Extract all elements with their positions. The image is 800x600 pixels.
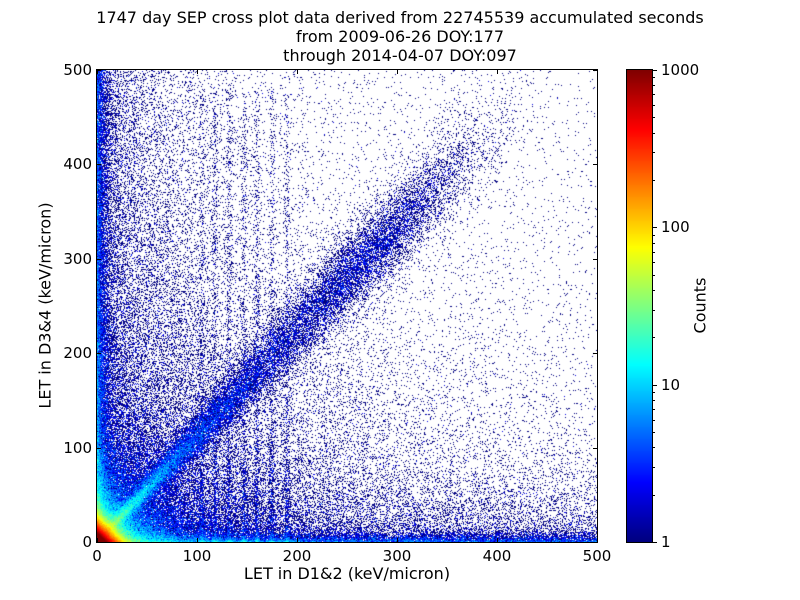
x-tick-mark	[597, 538, 598, 542]
y-tick-label: 0	[82, 533, 92, 551]
colorbar-minor-tick-mark	[653, 242, 655, 244]
y-tick-mark-right	[593, 258, 597, 260]
x-tick-label: 500	[582, 547, 612, 565]
scatter-density-canvas	[97, 70, 597, 542]
colorbar-tick-label: 10	[661, 375, 681, 394]
chart-title: 1747 day SEP cross plot data derived fro…	[96, 8, 704, 27]
x-tick-mark	[397, 538, 398, 542]
colorbar-minor-tick-mark	[653, 399, 655, 401]
colorbar-minor-tick-mark	[653, 309, 655, 311]
x-tick-mark-top	[397, 70, 398, 74]
x-tick-label: 200	[282, 547, 312, 565]
colorbar-tick-mark	[653, 70, 657, 71]
colorbar-minor-tick-mark	[653, 274, 655, 276]
colorbar-minor-tick-mark	[653, 337, 655, 339]
colorbar-minor-tick-mark	[653, 409, 655, 411]
colorbar-minor-tick-mark	[653, 419, 655, 421]
colorbar-minor-tick-mark	[653, 94, 655, 96]
colorbar-minor-tick-mark	[653, 234, 655, 236]
colorbar-frame	[626, 69, 653, 543]
plot-area-frame	[96, 69, 598, 543]
x-tick-label: 300	[382, 547, 412, 565]
colorbar-minor-tick-mark	[653, 391, 655, 393]
colorbar-minor-tick-mark	[653, 447, 655, 449]
colorbar-tick-label: 100	[661, 218, 690, 237]
colorbar-tick-mark	[653, 227, 657, 229]
colorbar-minor-tick-mark	[653, 132, 655, 134]
x-tick-mark	[97, 538, 98, 542]
colorbar-minor-tick-mark	[653, 85, 655, 87]
colorbar-minor-tick-mark	[653, 432, 655, 434]
colorbar-minor-tick-mark	[653, 152, 655, 154]
y-tick-mark	[97, 353, 101, 355]
x-axis-label: LET in D1&2 (keV/micron)	[243, 564, 451, 583]
colorbar-minor-tick-mark	[653, 251, 655, 253]
chart-title-block: 1747 day SEP cross plot data derived fro…	[0, 8, 800, 65]
x-tick-label: 400	[482, 547, 512, 565]
y-tick-mark-right	[593, 447, 597, 449]
y-tick-label: 400	[63, 155, 92, 174]
x-tick-mark	[297, 538, 298, 542]
y-tick-label: 200	[63, 344, 92, 363]
colorbar-minor-tick-mark	[653, 179, 655, 181]
colorbar-tick-label: 1000	[661, 61, 700, 79]
x-tick-label: 100	[182, 547, 212, 565]
x-tick-mark	[197, 538, 198, 542]
colorbar-label: Counts	[690, 277, 710, 334]
x-tick-mark-top	[497, 70, 498, 74]
x-tick-mark-top	[597, 70, 598, 74]
y-tick-mark	[97, 164, 101, 166]
colorbar-minor-tick-mark	[653, 289, 655, 291]
colorbar-minor-tick-mark	[653, 466, 655, 468]
colorbar-minor-tick-mark	[653, 77, 655, 79]
colorbar-gradient-canvas	[627, 70, 652, 542]
y-tick-mark	[97, 258, 101, 260]
y-tick-label: 300	[63, 249, 92, 268]
y-tick-mark	[97, 542, 101, 543]
chart-subtitle-from: from 2009-06-26 DOY:177	[295, 27, 504, 46]
x-tick-mark-top	[97, 70, 98, 74]
x-tick-label: 0	[92, 547, 102, 565]
y-tick-mark-right	[593, 164, 597, 166]
y-tick-mark-right	[593, 353, 597, 355]
colorbar-minor-tick-mark	[653, 494, 655, 496]
colorbar-minor-tick-mark	[653, 262, 655, 264]
y-tick-mark-right	[593, 542, 597, 543]
colorbar-tick-mark	[653, 542, 657, 543]
y-tick-mark	[97, 447, 101, 449]
colorbar-minor-tick-mark	[653, 117, 655, 119]
x-tick-mark-top	[197, 70, 198, 74]
chart-subtitle-through: through 2014-04-07 DOY:097	[283, 46, 517, 65]
colorbar-tick-label: 1	[661, 533, 671, 551]
colorbar-minor-tick-mark	[653, 104, 655, 106]
y-tick-label: 100	[63, 438, 92, 457]
y-tick-label: 500	[63, 61, 92, 79]
x-tick-mark	[497, 538, 498, 542]
x-tick-mark-top	[297, 70, 298, 74]
y-tick-mark	[97, 70, 101, 71]
colorbar-tick-mark	[653, 384, 657, 386]
y-tick-mark-right	[593, 70, 597, 71]
y-axis-label: LET in D3&4 (keV/micron)	[35, 202, 55, 409]
